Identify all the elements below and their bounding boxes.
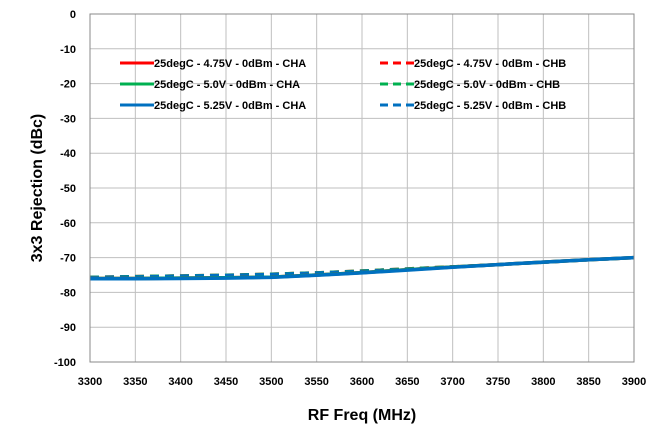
x-tick-label: 3900 bbox=[622, 376, 646, 388]
legend-label: 25degC - 5.0V - 0dBm - CHB bbox=[414, 79, 560, 91]
x-tick-label: 3750 bbox=[486, 376, 510, 388]
y-tick-label: 0 bbox=[70, 9, 76, 21]
x-tick-label: 3650 bbox=[395, 376, 419, 388]
legend-label: 25degC - 4.75V - 0dBm - CHB bbox=[414, 58, 566, 70]
legend-label: 25degC - 4.75V - 0dBm - CHA bbox=[154, 58, 306, 70]
x-tick-label: 3700 bbox=[440, 376, 464, 388]
series-layer bbox=[89, 255, 635, 281]
x-tick-label: 3400 bbox=[168, 376, 192, 388]
x-tick-label: 3850 bbox=[576, 376, 600, 388]
x-tick-labels: 3300 3350 3400 3450 3500 3550 3600 3650 3700 3750… bbox=[78, 376, 646, 388]
series-line-3 bbox=[90, 255, 635, 281]
x-tick-label: 3500 bbox=[259, 376, 283, 388]
y-tick-labels: 0 -10 -20 -30 -40 -50 -60 -70 -80 -90 -100 bbox=[54, 9, 76, 369]
plot-frame bbox=[89, 13, 635, 363]
y-tick-label: -10 bbox=[60, 44, 76, 56]
y-tick-label: -30 bbox=[60, 113, 76, 125]
x-tick-label: 3600 bbox=[350, 376, 374, 388]
x-tick-label: 3450 bbox=[214, 376, 238, 388]
x-tick-label: 3350 bbox=[123, 376, 147, 388]
y-axis-title: 3x3 Rejection (dBc) bbox=[29, 114, 46, 262]
x-tick-label: 3300 bbox=[78, 376, 102, 388]
legend-label: 25degC - 5.25V - 0dBm - CHB bbox=[414, 100, 566, 112]
legend-label: 25degC - 5.25V - 0dBm - CHA bbox=[154, 100, 306, 112]
y-tick-label: -100 bbox=[54, 357, 76, 369]
legend: 25degC - 4.75V - 0dBm - CHA 25degC - 5.0V… bbox=[120, 58, 566, 112]
y-tick-label: -20 bbox=[60, 79, 76, 91]
y-tick-label: -60 bbox=[60, 218, 76, 230]
y-tick-label: -40 bbox=[60, 148, 76, 160]
y-tick-label: -70 bbox=[60, 253, 76, 265]
x-tick-label: 3550 bbox=[304, 376, 328, 388]
y-tick-label: -90 bbox=[60, 322, 76, 334]
grid-lines bbox=[89, 13, 635, 363]
x-axis-title: RF Freq (MHz) bbox=[308, 407, 416, 424]
y-tick-label: -50 bbox=[60, 183, 76, 195]
x-tick-label: 3800 bbox=[531, 376, 555, 388]
legend-label: 25degC - 5.0V - 0dBm - CHA bbox=[154, 79, 300, 91]
y-tick-label: -80 bbox=[60, 287, 76, 299]
